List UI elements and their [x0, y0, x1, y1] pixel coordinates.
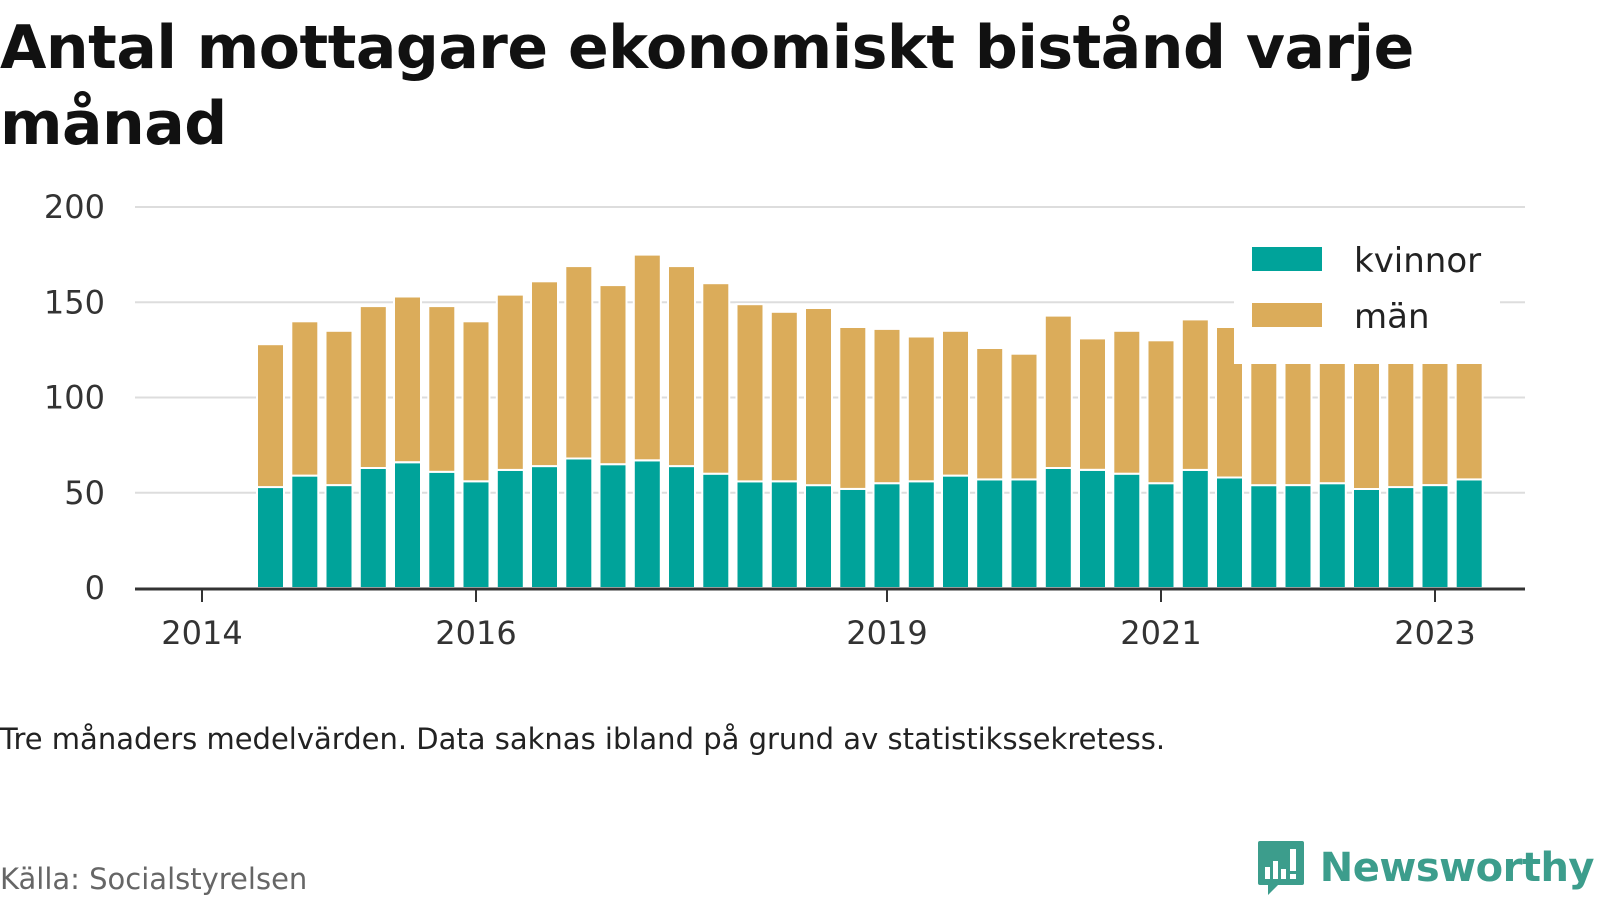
bar-segment-man — [1112, 329, 1142, 475]
bar-segment-kvinnor — [1454, 478, 1484, 589]
bar-segment-man — [564, 265, 594, 460]
x-tick-label: 2016 — [435, 614, 516, 652]
bar-segment-man — [1317, 352, 1347, 485]
bar-segment-kvinnor — [393, 461, 422, 589]
stacked-bar-chart: 0 50 100 150 200 2014 2016 2019 2021 2023 kvinno… — [44, 188, 1525, 652]
bar-segment-kvinnor — [461, 480, 491, 589]
newsworthy-brand[interactable]: Newsworthy — [1256, 838, 1595, 898]
x-tick-label: 2014 — [161, 614, 242, 652]
bar-segment-man — [872, 327, 902, 485]
legend-swatch-man — [1252, 303, 1322, 327]
bar-segment-kvinnor — [598, 463, 628, 590]
bar-segment-kvinnor — [256, 486, 285, 589]
y-tick-label: 50 — [64, 474, 105, 512]
x-tick-label: 2023 — [1394, 614, 1475, 652]
bar-segment-kvinnor — [667, 465, 696, 590]
bar-segment-man — [804, 307, 833, 487]
bar-segment-man — [1454, 348, 1484, 481]
bar-segment-man — [324, 329, 354, 487]
y-tick-label: 0 — [85, 569, 105, 607]
bar-segment-kvinnor — [1180, 468, 1210, 589]
bar-segment-kvinnor — [1283, 484, 1313, 590]
y-tick-label: 100 — [44, 379, 105, 417]
bar-segment-man — [256, 343, 285, 489]
bar-segment-man — [1420, 356, 1450, 487]
bar-segment-kvinnor — [1420, 484, 1450, 590]
bar-segment-man — [495, 293, 525, 471]
bar-segment-man — [393, 295, 422, 464]
bar-segment-kvinnor — [1386, 486, 1416, 589]
bar-segment-kvinnor — [804, 484, 833, 590]
bar-segment-man — [1283, 354, 1313, 487]
bar-segment-kvinnor — [906, 480, 936, 589]
bar-segment-man — [290, 320, 320, 477]
bar-segment-man — [1352, 352, 1381, 490]
bar-segment-kvinnor — [735, 480, 765, 589]
brand-name: Newsworthy — [1319, 845, 1595, 891]
bar-segment-kvinnor — [838, 487, 868, 589]
bar-segment-kvinnor — [1112, 472, 1142, 590]
bar-segment-man — [461, 320, 491, 483]
bar-segment-kvinnor — [941, 474, 970, 590]
bar-segment-kvinnor — [975, 478, 1005, 589]
y-tick-label: 200 — [44, 188, 105, 226]
bar-segment-man — [838, 326, 868, 490]
bar-segment-kvinnor — [1215, 476, 1244, 589]
bar-segment-man — [427, 305, 457, 473]
bar-segment-kvinnor — [564, 457, 594, 589]
bar-segment-kvinnor — [324, 484, 354, 590]
bar-segment-kvinnor — [1317, 482, 1347, 590]
bar-segment-kvinnor — [1078, 468, 1107, 589]
bar-segment-man — [975, 347, 1005, 481]
bar-segment-man — [632, 253, 662, 462]
bar-segment-man — [358, 305, 388, 469]
bar-segment-man — [1386, 348, 1416, 489]
bar-segment-man — [941, 329, 970, 477]
legend-swatch-kvinnor — [1252, 247, 1322, 271]
bar-segment-man — [598, 284, 628, 466]
bar-segment-man — [701, 282, 731, 475]
bar-segment-kvinnor — [872, 482, 902, 590]
bar-segment-kvinnor — [358, 467, 388, 589]
newsworthy-logo-icon — [1257, 841, 1304, 895]
bar-segment-man — [735, 303, 765, 483]
x-tick-label: 2021 — [1120, 614, 1201, 652]
bar-segment-kvinnor — [1009, 478, 1039, 589]
bar-segment-kvinnor — [427, 470, 457, 589]
x-tick-label: 2019 — [846, 614, 927, 652]
bar-segment-kvinnor — [1146, 482, 1176, 590]
bar-segment-kvinnor — [290, 474, 320, 590]
bar-segment-man — [1009, 352, 1039, 481]
bar-segment-man — [667, 265, 696, 468]
x-axis: 2014 2016 2019 2021 2023 — [135, 587, 1525, 652]
chart-title: Antal mottagare ekonomiskt bistånd varje… — [0, 13, 1414, 159]
bar-segment-man — [1078, 337, 1107, 471]
chart-note: Tre månaders medelvärden. Data saknas ib… — [0, 722, 1166, 756]
legend-label-man: män — [1354, 297, 1430, 337]
bar-segment-kvinnor — [1249, 484, 1279, 590]
bar-segment-kvinnor — [495, 468, 525, 589]
bar-segment-man — [1146, 339, 1176, 485]
bar-segment-kvinnor — [632, 459, 662, 589]
bar-segment-kvinnor — [701, 472, 731, 590]
legend: kvinnor män — [1234, 234, 1500, 364]
bar-segment-man — [530, 280, 559, 468]
bar-segment-man — [1249, 347, 1279, 487]
source-credit: Källa: Socialstyrelsen — [0, 862, 308, 896]
bar-segment-kvinnor — [769, 480, 799, 589]
y-axis-ticks: 0 50 100 150 200 — [44, 188, 105, 607]
bar-segment-man — [1043, 314, 1073, 469]
bar-segment-kvinnor — [530, 465, 559, 590]
legend-label-kvinnor: kvinnor — [1354, 241, 1481, 281]
y-tick-label: 150 — [44, 283, 105, 321]
bar-segment-kvinnor — [1352, 487, 1381, 589]
bar-segment-man — [769, 310, 799, 483]
bar-segment-man — [906, 335, 936, 483]
bar-segment-man — [1180, 318, 1210, 471]
bar-segment-kvinnor — [1043, 467, 1073, 589]
